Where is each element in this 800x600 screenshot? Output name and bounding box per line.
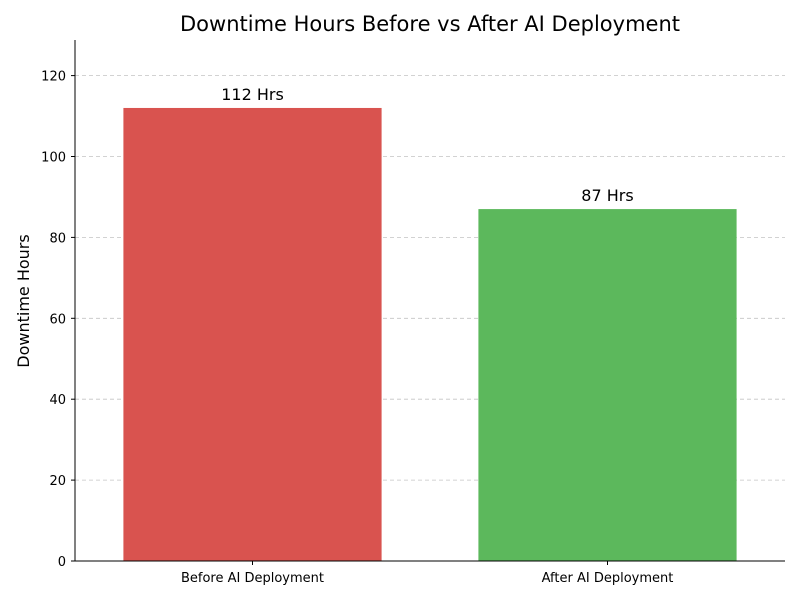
bars: 112 Hrs 87 Hrs xyxy=(123,85,737,562)
y-tick-label: 0 xyxy=(58,555,66,570)
y-tick-label: 20 xyxy=(49,474,66,489)
y-tick-label: 60 xyxy=(49,312,66,327)
x-tick-label: After AI Deployment xyxy=(542,571,674,586)
axes: 0 20 40 60 80 100 120 Before AI Deployment After… xyxy=(41,40,785,586)
x-tick-label: Before AI Deployment xyxy=(181,571,324,586)
y-tick-label: 120 xyxy=(41,70,66,85)
data-label: 87 Hrs xyxy=(581,186,633,205)
y-tick-label: 80 xyxy=(49,231,66,246)
bar xyxy=(478,209,737,562)
chart-title: Downtime Hours Before vs After AI Deploy… xyxy=(180,12,680,36)
bar xyxy=(123,107,382,562)
data-label: 112 Hrs xyxy=(221,85,284,104)
y-tick-label: 40 xyxy=(49,393,66,408)
y-tick-label: 100 xyxy=(41,150,66,165)
y-axis-label: Downtime Hours xyxy=(14,234,33,367)
